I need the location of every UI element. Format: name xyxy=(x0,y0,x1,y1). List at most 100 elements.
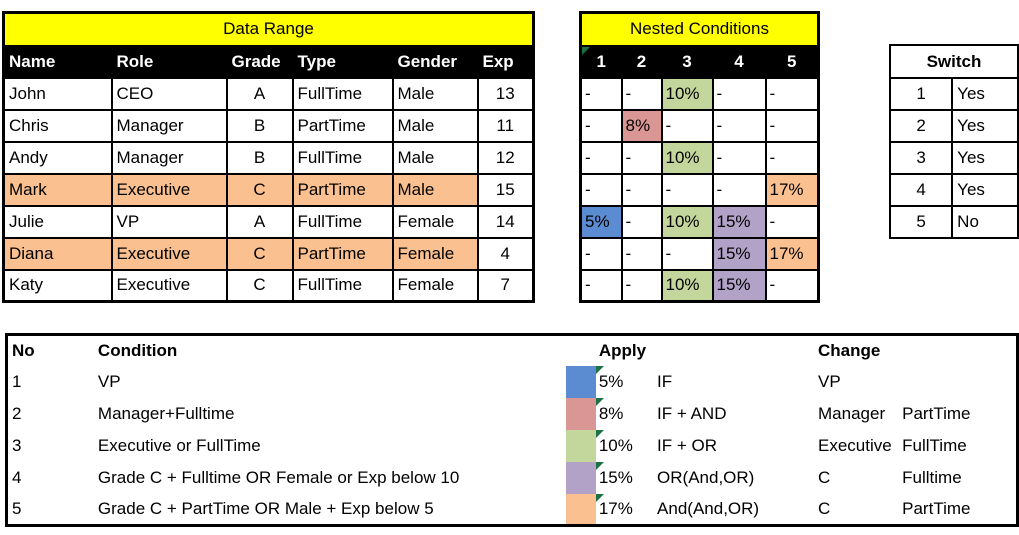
cell-gender[interactable]: Male xyxy=(391,172,479,207)
nested-cell[interactable]: - xyxy=(579,76,623,111)
nested-cell[interactable]: - xyxy=(711,76,767,111)
nested-cell[interactable]: - xyxy=(764,268,820,303)
nested-cell[interactable]: - xyxy=(579,268,623,303)
rule-condition[interactable]: Manager+Fulltime xyxy=(97,403,235,423)
rule-no[interactable]: 1 xyxy=(12,371,22,391)
cell-grade[interactable]: B xyxy=(225,140,294,175)
switch-no[interactable]: 2 xyxy=(888,109,954,143)
nested-cell[interactable]: 17% xyxy=(764,172,820,207)
rule-change-1[interactable]: VP xyxy=(818,371,841,391)
nested-cell[interactable]: 17% xyxy=(764,236,820,271)
cell-name[interactable]: Diana xyxy=(2,236,113,271)
nested-cell[interactable]: - xyxy=(620,140,663,175)
nested-cell[interactable]: - xyxy=(764,76,820,111)
cell-type[interactable]: FullTime xyxy=(291,204,394,239)
cell-role[interactable]: Executive xyxy=(110,172,228,207)
rule-no[interactable]: 3 xyxy=(12,435,22,455)
rule-change-2[interactable]: FullTime xyxy=(902,435,967,455)
nested-cell[interactable]: 10% xyxy=(660,140,714,175)
color-swatch[interactable] xyxy=(565,429,596,462)
rule-method[interactable]: And(And,OR) xyxy=(657,498,760,518)
nested-cell[interactable]: - xyxy=(711,108,767,143)
color-swatch[interactable] xyxy=(565,461,596,494)
nested-cell[interactable]: 15% xyxy=(711,236,767,271)
nested-cell[interactable]: - xyxy=(620,76,663,111)
cell-exp[interactable]: 13 xyxy=(476,76,535,111)
rule-no[interactable]: 2 xyxy=(12,403,22,423)
rule-percent[interactable]: 10% xyxy=(595,429,646,462)
switch-no[interactable]: 5 xyxy=(888,205,954,239)
nested-cell[interactable]: - xyxy=(620,268,663,303)
rule-condition[interactable]: Grade C + Fulltime OR Female or Exp belo… xyxy=(97,467,460,487)
rule-no[interactable]: 4 xyxy=(12,467,22,487)
switch-value[interactable]: Yes xyxy=(951,173,1019,207)
nested-cell[interactable]: - xyxy=(579,172,623,207)
rule-percent[interactable]: 5% xyxy=(595,365,646,398)
nested-cell[interactable]: - xyxy=(620,204,663,239)
cell-role[interactable]: Manager xyxy=(110,108,228,143)
nested-cell[interactable]: - xyxy=(620,172,663,207)
nested-cell[interactable]: 5% xyxy=(579,204,623,239)
nested-cell[interactable]: - xyxy=(711,172,767,207)
cell-exp[interactable]: 14 xyxy=(476,204,535,239)
cell-gender[interactable]: Male xyxy=(391,140,479,175)
cell-role[interactable]: Executive xyxy=(110,236,228,271)
nested-cell[interactable]: - xyxy=(620,236,663,271)
cell-name[interactable]: Mark xyxy=(2,172,113,207)
cell-exp[interactable]: 11 xyxy=(476,108,535,143)
nested-cell[interactable]: - xyxy=(579,108,623,143)
nested-cell[interactable]: - xyxy=(764,108,820,143)
cell-exp[interactable]: 7 xyxy=(476,268,535,303)
column-header-type[interactable]: Type xyxy=(291,44,394,79)
column-header-5[interactable]: 5 xyxy=(764,44,820,79)
nested-cell[interactable]: 15% xyxy=(711,204,767,239)
cell-exp[interactable]: 15 xyxy=(476,172,535,207)
rule-no[interactable]: 5 xyxy=(12,498,22,518)
cell-role[interactable]: Manager xyxy=(110,140,228,175)
cell-role[interactable]: CEO xyxy=(110,76,228,111)
cell-exp[interactable]: 4 xyxy=(476,236,535,271)
rule-change-1[interactable]: Manager xyxy=(818,403,886,423)
cell-name[interactable]: Julie xyxy=(2,204,113,239)
nested-cell[interactable]: - xyxy=(660,236,714,271)
cell-gender[interactable]: Female xyxy=(391,204,479,239)
cell-name[interactable]: Katy xyxy=(2,268,113,303)
switch-value[interactable]: Yes xyxy=(951,141,1019,175)
cell-gender[interactable]: Male xyxy=(391,76,479,111)
nested-cell[interactable]: 10% xyxy=(660,268,714,303)
nested-conditions-title[interactable]: Nested Conditions xyxy=(579,11,820,47)
rule-change-2[interactable]: Fulltime xyxy=(902,467,962,487)
cell-name[interactable]: John xyxy=(2,76,113,111)
cell-grade[interactable]: A xyxy=(225,204,294,239)
switch-no[interactable]: 4 xyxy=(888,173,954,207)
cell-type[interactable]: PartTime xyxy=(291,108,394,143)
switch-no[interactable]: 1 xyxy=(888,77,954,111)
nested-cell[interactable]: - xyxy=(579,140,623,175)
rule-condition[interactable]: VP xyxy=(97,371,121,391)
nested-cell[interactable]: - xyxy=(660,108,714,143)
cell-type[interactable]: FullTime xyxy=(291,268,394,303)
rule-method[interactable]: OR(And,OR) xyxy=(657,467,755,487)
nested-cell[interactable]: - xyxy=(660,172,714,207)
rules-header-apply[interactable]: Apply xyxy=(598,340,647,360)
rules-header-no[interactable]: No xyxy=(12,340,35,360)
cell-grade[interactable]: A xyxy=(225,76,294,111)
cell-role[interactable]: Executive xyxy=(110,268,228,303)
column-header-exp[interactable]: Exp xyxy=(476,44,535,79)
column-header-1[interactable]: 1 xyxy=(579,44,623,79)
switch-title[interactable]: Switch xyxy=(889,44,1019,79)
column-header-4[interactable]: 4 xyxy=(711,44,767,79)
rule-percent[interactable]: 8% xyxy=(595,397,646,430)
rule-change-1[interactable]: C xyxy=(818,467,831,487)
data-range-title[interactable]: Data Range xyxy=(2,11,535,47)
rule-change-1[interactable]: C xyxy=(818,498,831,518)
rule-condition[interactable]: Executive or FullTime xyxy=(97,435,261,455)
switch-value[interactable]: No xyxy=(951,205,1019,239)
rule-change-2[interactable]: PartTime xyxy=(902,403,971,423)
nested-cell[interactable]: 10% xyxy=(660,204,714,239)
rule-percent[interactable]: 15% xyxy=(595,461,646,494)
cell-grade[interactable]: C xyxy=(225,236,294,271)
cell-name[interactable]: Chris xyxy=(2,108,113,143)
cell-gender[interactable]: Female xyxy=(391,268,479,303)
rule-change-2[interactable]: PartTime xyxy=(902,498,971,518)
